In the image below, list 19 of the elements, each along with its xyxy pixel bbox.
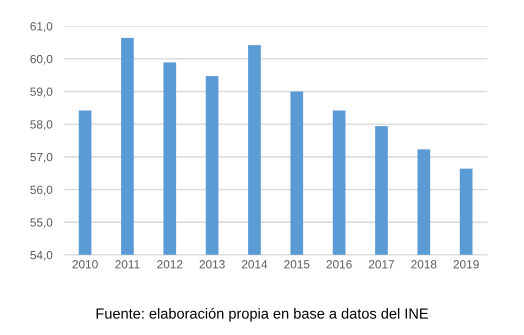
y-tick-label: 54,0 — [30, 250, 52, 261]
y-tick-label: 58,0 — [30, 120, 52, 130]
x-tick-label: 2012 — [157, 260, 182, 268]
y-tick-label: 60,0 — [30, 54, 52, 65]
x-tick-label: 2015 — [284, 260, 310, 268]
x-tick-label: 2013 — [200, 260, 225, 268]
y-tick-label: 57,0 — [30, 152, 52, 163]
y-tick-label: 59,0 — [30, 88, 52, 98]
x-tick-label: 2019 — [454, 260, 479, 268]
y-tick-label: 55,0 — [30, 218, 52, 228]
x-tick-label: 2010 — [72, 260, 98, 268]
x-tick-label: 2017 — [368, 260, 394, 268]
x-tick-label: 2016 — [326, 260, 352, 268]
x-tick-label: 2018 — [411, 260, 436, 268]
y-tick-label: 61,0 — [30, 22, 52, 32]
x-tick-label: 2011 — [115, 260, 140, 268]
x-tick-label: 2014 — [242, 260, 268, 268]
y-tick-label: 56,0 — [30, 186, 52, 196]
source-note: Fuente: elaboración propia en base a datos del INE — [96, 308, 428, 322]
